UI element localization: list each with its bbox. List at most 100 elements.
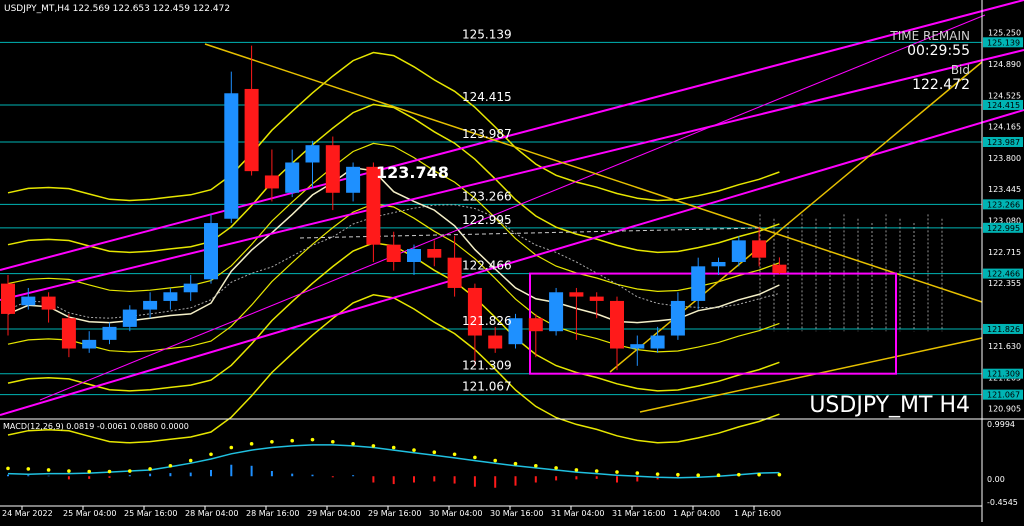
price-tag-box [983, 368, 1023, 379]
time-tick: 1 Apr 04:00 [673, 509, 720, 518]
candle [366, 162, 381, 262]
macd-signal-dot [270, 439, 274, 444]
trend-line [39, 14, 986, 401]
macd-signal-dot [412, 448, 416, 452]
candle-body [488, 335, 503, 349]
macd-signal-dot [148, 467, 152, 471]
candle [264, 149, 279, 202]
price-tag-box [983, 37, 1023, 48]
candle [82, 331, 97, 353]
price-tag: 122.466 [987, 270, 1020, 279]
time-tick: 1 Apr 16:00 [734, 509, 781, 518]
candle-body [122, 309, 137, 327]
macd-signal-dot [290, 438, 295, 443]
envelope-inner [7, 142, 780, 293]
candle [1, 274, 15, 336]
candle-body [508, 318, 523, 345]
time-tick: 25 Mar 16:00 [124, 509, 177, 518]
candle [386, 231, 401, 271]
candle-body [102, 326, 117, 340]
price-tag: 123.266 [987, 200, 1020, 209]
symbol-header: USDJPY_MT,H4 122.569 122.653 122.459 122… [4, 4, 230, 14]
candle [244, 45, 259, 176]
candle [528, 313, 543, 358]
candle [183, 274, 198, 301]
candle-body [569, 292, 584, 297]
highlight-price-label: 123.748 [376, 163, 449, 182]
level-label: 125.139 [462, 27, 512, 41]
price-tick: 120.905 [988, 405, 1021, 414]
candle [488, 326, 503, 353]
macd-signal-dot [128, 469, 132, 473]
macd-signal-dot [757, 472, 761, 477]
candle-body [386, 244, 401, 262]
macd-signal-dot [46, 468, 51, 472]
trend-line [0, 0, 1024, 271]
macd-signal-dot [351, 442, 355, 446]
macd-signal-dot [249, 442, 254, 446]
level-label: 123.266 [462, 189, 512, 203]
candle [163, 287, 178, 310]
candle-body [305, 145, 320, 163]
price-tick: 124.165 [988, 123, 1021, 132]
price-tag-box [983, 389, 1023, 400]
candle-body [183, 283, 198, 293]
candle [102, 322, 117, 345]
macd-signal-dot [188, 458, 193, 463]
macd-signal-dot [229, 445, 234, 450]
candle-body [528, 318, 543, 332]
macd-signal-dot [777, 472, 782, 477]
bid-value: 122.472 [912, 77, 970, 93]
candle [549, 287, 564, 336]
macd-axis-top: 0.9994 [987, 420, 1015, 429]
price-tag: 121.067 [987, 391, 1020, 400]
trend-line [204, 43, 983, 303]
candle-body [224, 93, 239, 219]
candle [691, 257, 706, 310]
macd-signal-dot [493, 458, 498, 463]
time-tick: 28 Mar 16:00 [246, 509, 299, 518]
macd-signal-dot [209, 452, 213, 457]
candle-body [21, 296, 36, 306]
candle [427, 240, 442, 267]
price-tick: 122.355 [988, 279, 1021, 288]
macd-line [7, 444, 780, 479]
symbol-watermark: USDJPY_MT H4 [809, 393, 970, 418]
price-tag-box [983, 199, 1023, 210]
level-label: 121.309 [462, 359, 512, 373]
time-remain-value: 00:29:55 [907, 43, 970, 59]
candle [650, 326, 665, 353]
candle [772, 257, 787, 275]
candle-body [264, 175, 279, 189]
macd-signal-dot [513, 461, 518, 466]
macd-axis-zero: 0.00 [987, 475, 1005, 484]
price-tag: 123.987 [987, 138, 1020, 147]
macd-signal-dot [432, 450, 437, 454]
candle-body [610, 300, 624, 349]
candle-body [244, 88, 259, 172]
price-tag-box [983, 136, 1023, 147]
candle [122, 305, 137, 332]
candle [610, 296, 624, 371]
price-tag: 124.415 [987, 101, 1020, 110]
time-tick: 30 Mar 04:00 [429, 509, 482, 518]
level-label: 122.995 [462, 213, 512, 227]
envelope-inner [7, 203, 780, 353]
macd-signal-dot [696, 473, 700, 477]
candle-body [467, 287, 482, 336]
price-tick: 124.525 [988, 91, 1021, 100]
macd-signal-dot [534, 463, 538, 468]
candle [569, 287, 584, 340]
candle-body [772, 264, 787, 274]
macd-signal-dot [716, 473, 721, 477]
bid-label: Bid [951, 63, 970, 77]
time-tick: 31 Mar 04:00 [551, 509, 604, 518]
candle-body [630, 344, 645, 349]
macd-signal-dot [452, 452, 457, 457]
candle [21, 287, 36, 310]
candle-body [346, 166, 361, 193]
candle-body [41, 296, 56, 310]
price-tick: 123.800 [988, 154, 1021, 163]
